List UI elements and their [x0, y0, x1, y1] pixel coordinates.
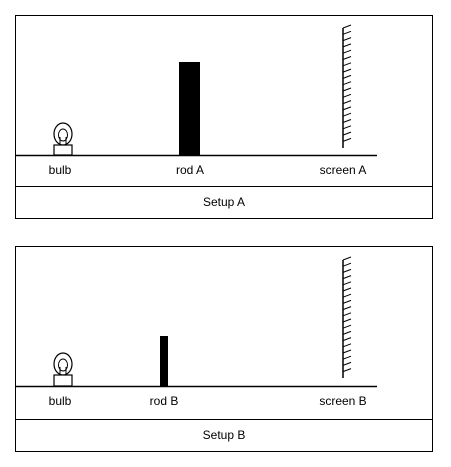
screen-b-label: screen B — [319, 394, 367, 408]
setup-b-caption-row: Setup B — [16, 419, 432, 451]
setup-a-caption-row: Setup A — [16, 186, 432, 218]
bulb-icon — [53, 122, 73, 156]
rod-b-label: rod B — [149, 394, 179, 408]
bulb-label: bulb — [48, 163, 72, 177]
setup-b-panel: bulb rod B screen B Setup B — [15, 246, 433, 452]
screen-b-shape — [342, 256, 352, 378]
setup-a-scene — [16, 24, 377, 157]
setup-a-panel: bulb rod A screen A Setup A — [15, 15, 433, 219]
bulb-label: bulb — [48, 394, 72, 408]
setup-b-scene — [16, 256, 377, 388]
setup-b-caption: Setup B — [202, 428, 246, 442]
rod-b-shape — [160, 336, 168, 387]
screen-a-shape — [342, 24, 352, 148]
setup-a-caption: Setup A — [202, 195, 246, 209]
rod-a-label: rod A — [175, 163, 205, 177]
rod-a-shape — [179, 62, 200, 156]
bulb-icon — [53, 352, 73, 387]
screen-a-label: screen A — [319, 163, 367, 177]
